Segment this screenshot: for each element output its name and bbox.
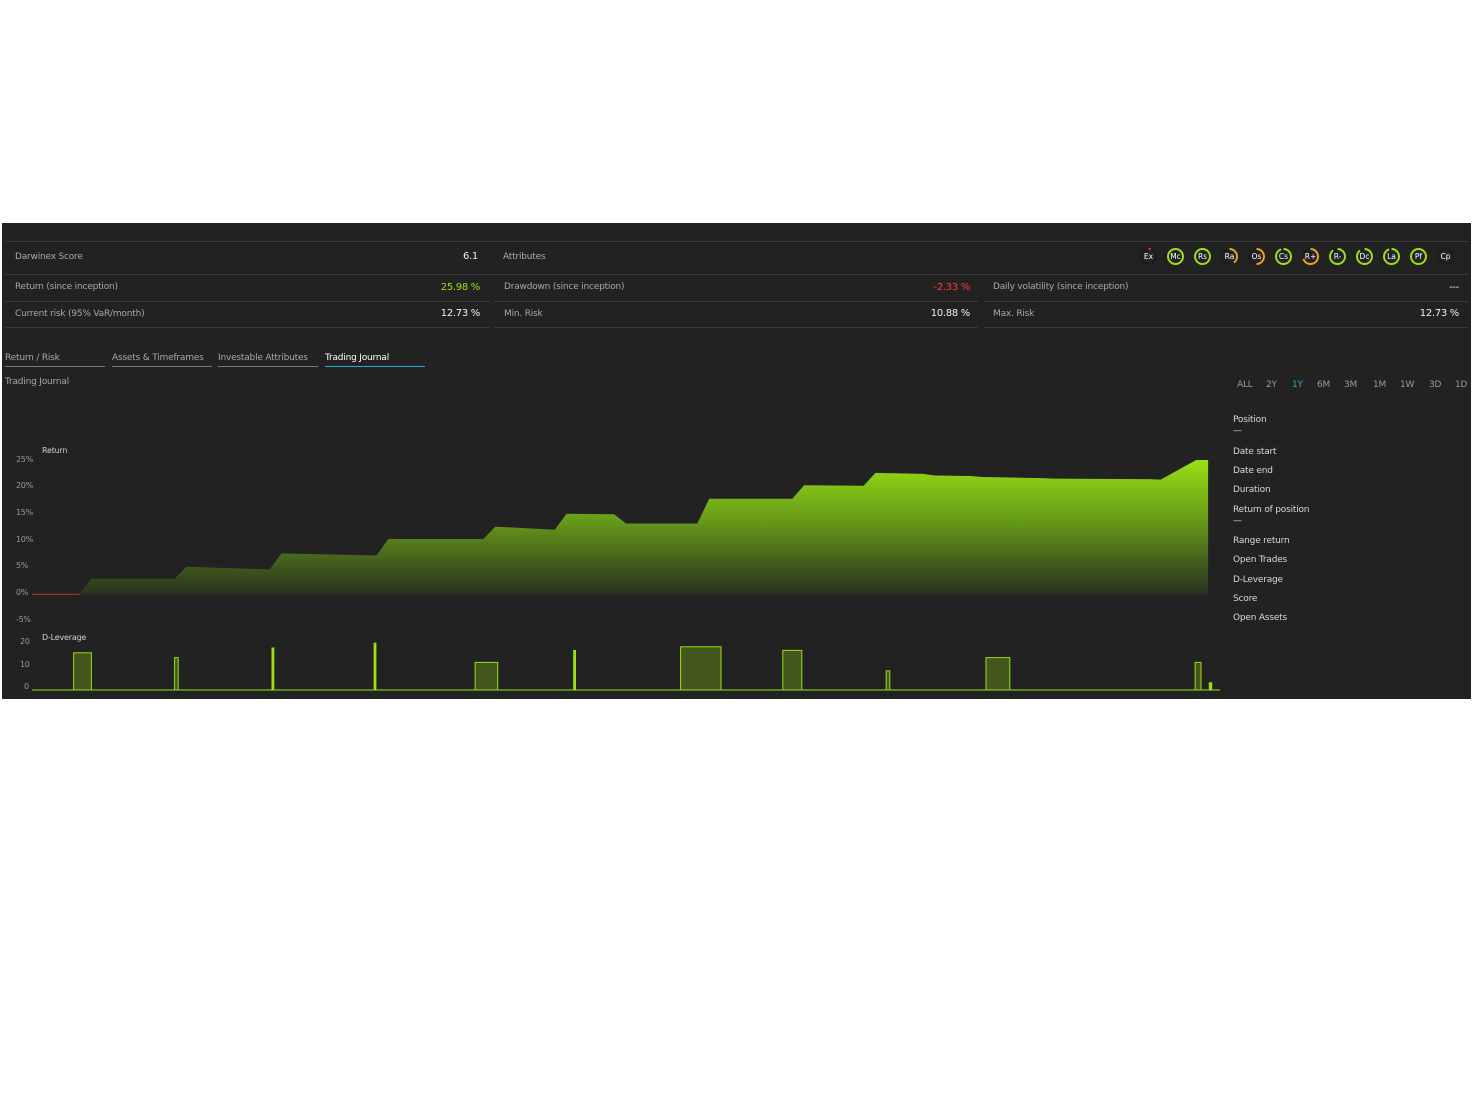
attribute-badge-label: Cp <box>1439 250 1452 263</box>
attribute-badge-label: R+ <box>1304 250 1317 263</box>
attribute-badge-os[interactable]: Os <box>1248 248 1265 265</box>
range-1m[interactable]: 1M <box>1373 380 1387 390</box>
attribute-badge-label: Cs <box>1277 250 1290 263</box>
dleverage-y-tick: 20 <box>20 637 30 646</box>
return-value: 25.98 % <box>440 282 481 293</box>
range-3m[interactable]: 3M <box>1344 380 1358 390</box>
max-risk-label: Max. Risk <box>993 309 1035 319</box>
dleverage-chart-title: D-Leverage <box>42 633 87 642</box>
attribute-badge-label: Os <box>1250 250 1263 263</box>
range-1w[interactable]: 1W <box>1400 380 1415 390</box>
attribute-badge-rs[interactable]: Rs <box>1194 248 1211 265</box>
range-1d[interactable]: 1D <box>1455 380 1468 390</box>
tab-assets-timeframes[interactable]: Assets & Timeframes <box>112 353 212 367</box>
attribute-badge-label: Ra <box>1223 250 1236 263</box>
daily-volatility-label: Daily volatility (since inception) <box>993 282 1129 292</box>
return-chart-title: Return <box>42 446 68 455</box>
info-d-leverage: D-Leverage <box>1233 575 1283 585</box>
return-y-tick: 5% <box>16 561 29 570</box>
attribute-badge-label: R- <box>1331 250 1344 263</box>
info-position-value: — <box>1233 426 1242 436</box>
dleverage-bar <box>885 670 891 691</box>
tab-return-risk[interactable]: Return / Risk <box>5 353 105 367</box>
dleverage-bar <box>1208 682 1213 691</box>
dleverage-bar <box>474 661 499 691</box>
info-open-trades: Open Trades <box>1233 555 1288 565</box>
drawdown-label: Drawdown (since inception) <box>504 282 625 292</box>
section-title: Trading Journal <box>5 377 70 387</box>
attribute-badge-label: Pf <box>1412 250 1425 263</box>
dleverage-y-tick: 10 <box>20 660 30 669</box>
dleverage-bar <box>985 657 1011 691</box>
info-return-of-position-value: — <box>1233 516 1242 526</box>
return-y-tick: -5% <box>16 615 31 624</box>
range-1y[interactable]: 1Y <box>1292 380 1303 390</box>
attribute-badge-rplus[interactable]: R+ <box>1302 248 1319 265</box>
attribute-badge-cp[interactable]: Cp <box>1437 248 1454 265</box>
tab-trading-journal[interactable]: Trading Journal <box>325 353 425 367</box>
trading-journal-chart <box>32 460 1220 691</box>
info-score: Score <box>1233 594 1258 604</box>
darwin-stats-panel: Darwinex Score 6.1 Attributes Ex Mc Rs Ra Os… <box>2 223 1471 699</box>
dleverage-bar <box>782 649 803 691</box>
dleverage-bar <box>680 646 722 691</box>
info-range-return: Range return <box>1233 536 1290 546</box>
darwinex-score-value: 6.1 <box>462 251 478 262</box>
attribute-badge-label: Ex <box>1142 250 1155 263</box>
max-risk-value: 12.73 % <box>1419 308 1460 319</box>
attribute-badge-dc[interactable]: Dc <box>1356 248 1373 265</box>
dleverage-y-tick: 0 <box>24 682 29 691</box>
dleverage-bar <box>174 657 179 691</box>
drawdown-value: -2.33 % <box>933 282 971 293</box>
info-position-label: Position <box>1233 415 1267 425</box>
return-y-tick: 15% <box>16 508 33 517</box>
info-date-end: Date end <box>1233 466 1273 476</box>
darwinex-score-label: Darwinex Score <box>15 252 83 262</box>
info-date-start: Date start <box>1233 447 1277 457</box>
current-risk-label: Current risk (95% VaR/month) <box>15 309 145 319</box>
daily-volatility-value: --- <box>1449 282 1459 293</box>
dleverage-bar <box>573 649 577 691</box>
dleverage-bar <box>271 647 275 691</box>
range-2y[interactable]: 2Y <box>1266 380 1277 390</box>
return-y-tick: 10% <box>16 535 33 544</box>
attribute-badge-rminus[interactable]: R- <box>1329 248 1346 265</box>
min-risk-value: 10.88 % <box>930 308 971 319</box>
attribute-badge-ex[interactable]: Ex <box>1140 248 1157 265</box>
attribute-badge-label: Rs <box>1196 250 1209 263</box>
return-y-tick: 20% <box>16 481 33 490</box>
range-all[interactable]: ALL <box>1237 380 1253 390</box>
info-return-of-position-label: Return of position <box>1233 505 1310 515</box>
info-open-assets: Open Assets <box>1233 613 1287 623</box>
attribute-badge-ra[interactable]: Ra <box>1221 248 1238 265</box>
dleverage-bar <box>373 642 377 691</box>
attribute-badge-label: Dc <box>1358 250 1371 263</box>
return-y-tick: 0% <box>16 588 29 597</box>
attribute-badge-label: Mc <box>1169 250 1182 263</box>
current-risk-value: 12.73 % <box>440 308 481 319</box>
return-area-series <box>32 460 1209 595</box>
attribute-badge-la[interactable]: La <box>1383 248 1400 265</box>
attributes-label: Attributes <box>503 252 546 262</box>
range-3d[interactable]: 3D <box>1429 380 1442 390</box>
min-risk-label: Min. Risk <box>504 309 543 319</box>
dleverage-bar <box>1194 661 1202 691</box>
attribute-badge-mc[interactable]: Mc <box>1167 248 1184 265</box>
range-6m[interactable]: 6M <box>1317 380 1331 390</box>
dleverage-bar <box>73 652 92 691</box>
return-y-tick: 25% <box>16 455 33 464</box>
attribute-badge-cs[interactable]: Cs <box>1275 248 1292 265</box>
attribute-badge-label: La <box>1385 250 1398 263</box>
tab-investable-attributes[interactable]: Investable Attributes <box>218 353 318 367</box>
info-duration: Duration <box>1233 485 1271 495</box>
return-label: Return (since inception) <box>15 282 118 292</box>
attribute-badge-pf[interactable]: Pf <box>1410 248 1427 265</box>
